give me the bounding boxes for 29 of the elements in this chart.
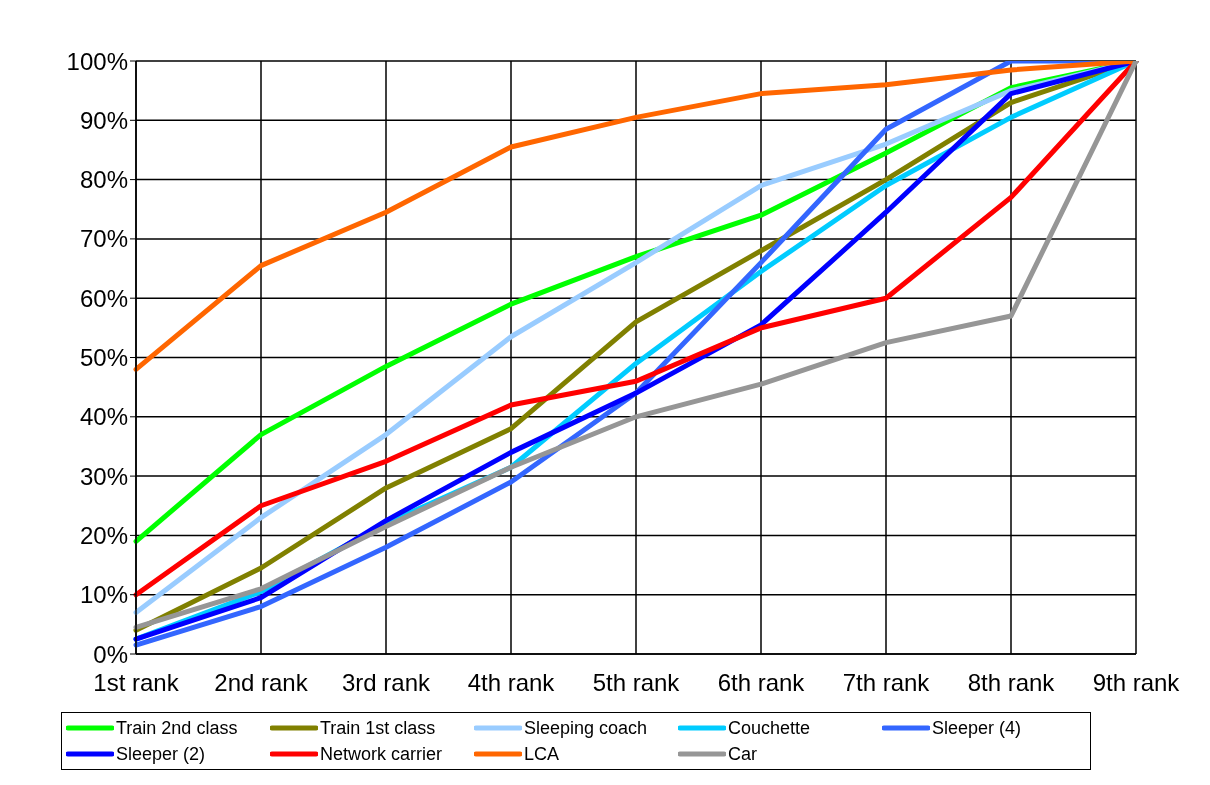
y-tick-label: 20%	[79, 521, 128, 549]
legend-label: Network carrier	[320, 743, 443, 765]
y-tick-label: 60%	[79, 284, 128, 312]
x-tick-label: 8th rank	[967, 669, 1056, 697]
y-tick-label: 70%	[79, 225, 128, 253]
y-tick-label: 50%	[79, 344, 128, 372]
x-tick-label: 2nd rank	[214, 669, 309, 697]
legend-label: Couchette	[728, 717, 811, 739]
y-tick-label: 0%	[93, 640, 128, 668]
legend-label: Sleeper (2)	[116, 743, 206, 765]
x-tick-label: 7th rank	[842, 669, 931, 697]
legend-label: Sleeper (4)	[932, 717, 1022, 739]
y-tick-label: 100%	[66, 47, 128, 75]
y-tick-label: 40%	[79, 403, 128, 431]
legend-label: LCA	[524, 743, 560, 765]
x-tick-label: 1st rank	[93, 669, 180, 697]
x-tick-label: 6th rank	[717, 669, 806, 697]
y-tick-label: 30%	[79, 462, 128, 490]
y-tick-label: 10%	[79, 581, 128, 609]
x-tick-label: 4th rank	[467, 669, 556, 697]
legend-label: Train 2nd class	[116, 717, 238, 739]
x-tick-label: 9th rank	[1092, 669, 1181, 697]
y-tick-label: 90%	[79, 106, 128, 134]
legend-label: Car	[728, 743, 758, 765]
legend-label: Train 1st class	[320, 717, 436, 739]
y-tick-label: 80%	[79, 166, 128, 194]
x-tick-label: 3rd rank	[341, 669, 432, 697]
legend-label: Sleeping coach	[524, 717, 648, 739]
x-tick-label: 5th rank	[592, 669, 681, 697]
